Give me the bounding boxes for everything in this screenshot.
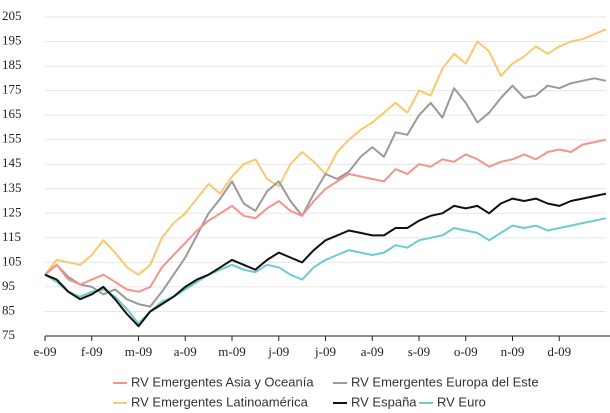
x-tick-label: a-09: [174, 344, 197, 359]
x-tick-label: s-09: [408, 344, 430, 359]
series-line: [44, 138, 607, 293]
legend-label: RV Emergentes Latinoamérica: [131, 394, 309, 409]
legend-label: RV Euro: [437, 394, 486, 409]
x-tick-label: a-09: [361, 344, 384, 359]
series-line: [44, 192, 607, 328]
x-tick-label: n-09: [501, 344, 525, 359]
y-tick-label: 125: [2, 204, 22, 219]
y-tick-label: 185: [2, 57, 22, 72]
y-tick-label: 205: [2, 8, 22, 23]
x-tick-label: f-09: [81, 344, 103, 359]
y-tick-label: 165: [2, 106, 22, 121]
legend-label: RV Emergentes Europa del Este: [351, 374, 539, 389]
y-tick-label: 115: [2, 229, 21, 244]
series-line: [44, 217, 607, 325]
y-tick-label: 105: [2, 253, 22, 268]
x-tick-label: j-09: [314, 344, 336, 359]
y-tick-label: 75: [2, 327, 15, 342]
y-tick-label: 95: [2, 278, 15, 293]
y-tick-label: 175: [2, 82, 22, 97]
x-tick-label: m-09: [125, 344, 152, 359]
legend-label: RV España: [351, 394, 417, 409]
x-tick-label: d-09: [547, 344, 571, 359]
y-tick-label: 195: [2, 33, 22, 48]
x-tick-label: m-09: [218, 344, 245, 359]
legend-label: RV Emergentes Asia y Oceanía: [131, 374, 314, 389]
y-tick-label: 85: [2, 302, 15, 317]
y-tick-label: 135: [2, 180, 22, 195]
series-line: [44, 77, 607, 308]
x-tick-label: o-09: [454, 344, 478, 359]
y-tick-label: 145: [2, 155, 22, 170]
x-tick-label: j-09: [267, 344, 289, 359]
x-tick-label: e-09: [33, 344, 56, 359]
y-tick-label: 155: [2, 131, 22, 146]
